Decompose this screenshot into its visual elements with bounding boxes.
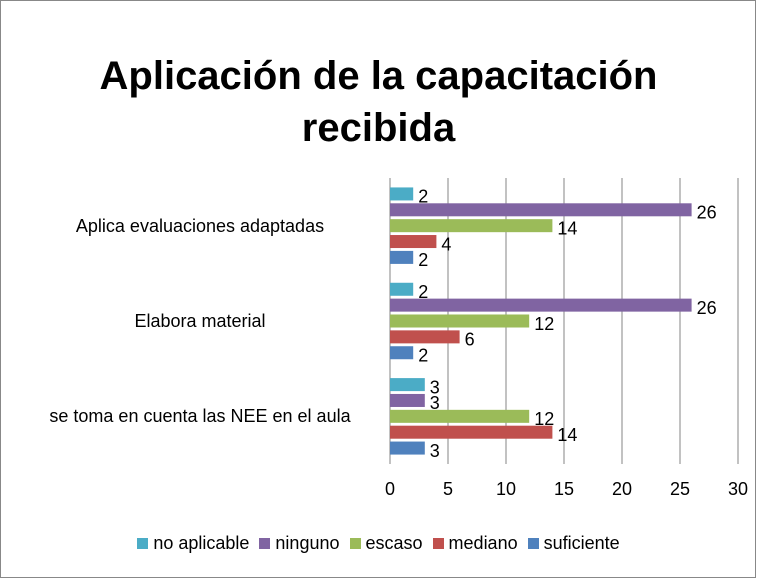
legend-label: no aplicable (153, 533, 250, 553)
legend-item: escaso (349, 533, 423, 554)
legend-swatch (259, 538, 271, 549)
x-tick-label: 25 (670, 479, 690, 499)
data-label: 3 (430, 377, 440, 397)
y-tick-label: se toma en cuenta las NEE en el aula (49, 406, 351, 427)
legend-item: suficiente (527, 533, 620, 554)
legend-label: ninguno (275, 533, 340, 553)
x-tick-label: 20 (612, 479, 632, 499)
bar (390, 441, 425, 455)
bar (390, 203, 692, 217)
legend-swatch (527, 538, 539, 549)
bar (390, 330, 460, 344)
data-label: 2 (418, 282, 428, 302)
data-label: 2 (418, 250, 428, 270)
bar (390, 282, 414, 296)
data-label: 14 (557, 425, 577, 445)
data-label: 4 (441, 234, 451, 254)
legend-swatch (137, 538, 149, 549)
chart-title: Aplicación de la capacitación recibida (99, 54, 658, 150)
bar (390, 219, 553, 233)
bar (390, 393, 425, 407)
data-label: 6 (465, 330, 475, 350)
legend-swatch (432, 538, 444, 549)
legend-swatch (349, 538, 361, 549)
data-label: 14 (557, 218, 577, 238)
x-tick-label: 15 (554, 479, 574, 499)
bar (390, 250, 414, 264)
bar (390, 425, 553, 439)
bar (390, 314, 530, 328)
bar (390, 298, 692, 312)
data-label: 26 (697, 298, 717, 318)
data-label: 12 (534, 409, 554, 429)
legend-item: no aplicable (137, 533, 249, 554)
legend: no aplicable ninguno escaso mediano suficien… (0, 533, 757, 554)
data-label: 2 (418, 187, 428, 207)
bar (390, 346, 414, 360)
x-tick-label: 0 (385, 479, 395, 499)
bar (390, 409, 530, 423)
bar (390, 187, 414, 201)
legend-item: ninguno (259, 533, 340, 554)
data-label: 26 (697, 203, 717, 223)
legend-label: mediano (448, 533, 518, 553)
y-tick-label: Elabora material (134, 311, 266, 331)
legend-item: mediano (432, 533, 518, 554)
legend-label: suficiente (543, 533, 620, 553)
data-label: 3 (430, 393, 440, 413)
bar (390, 378, 425, 392)
bar (390, 235, 437, 249)
x-tick-label: 30 (728, 479, 748, 499)
x-tick-label: 5 (443, 479, 453, 499)
data-label: 12 (534, 314, 554, 334)
y-tick-label: Aplica evaluaciones adaptadas (75, 215, 325, 236)
data-label: 3 (430, 441, 440, 461)
x-tick-label: 10 (496, 479, 516, 499)
data-label: 2 (418, 345, 428, 365)
legend-label: escaso (365, 533, 423, 553)
